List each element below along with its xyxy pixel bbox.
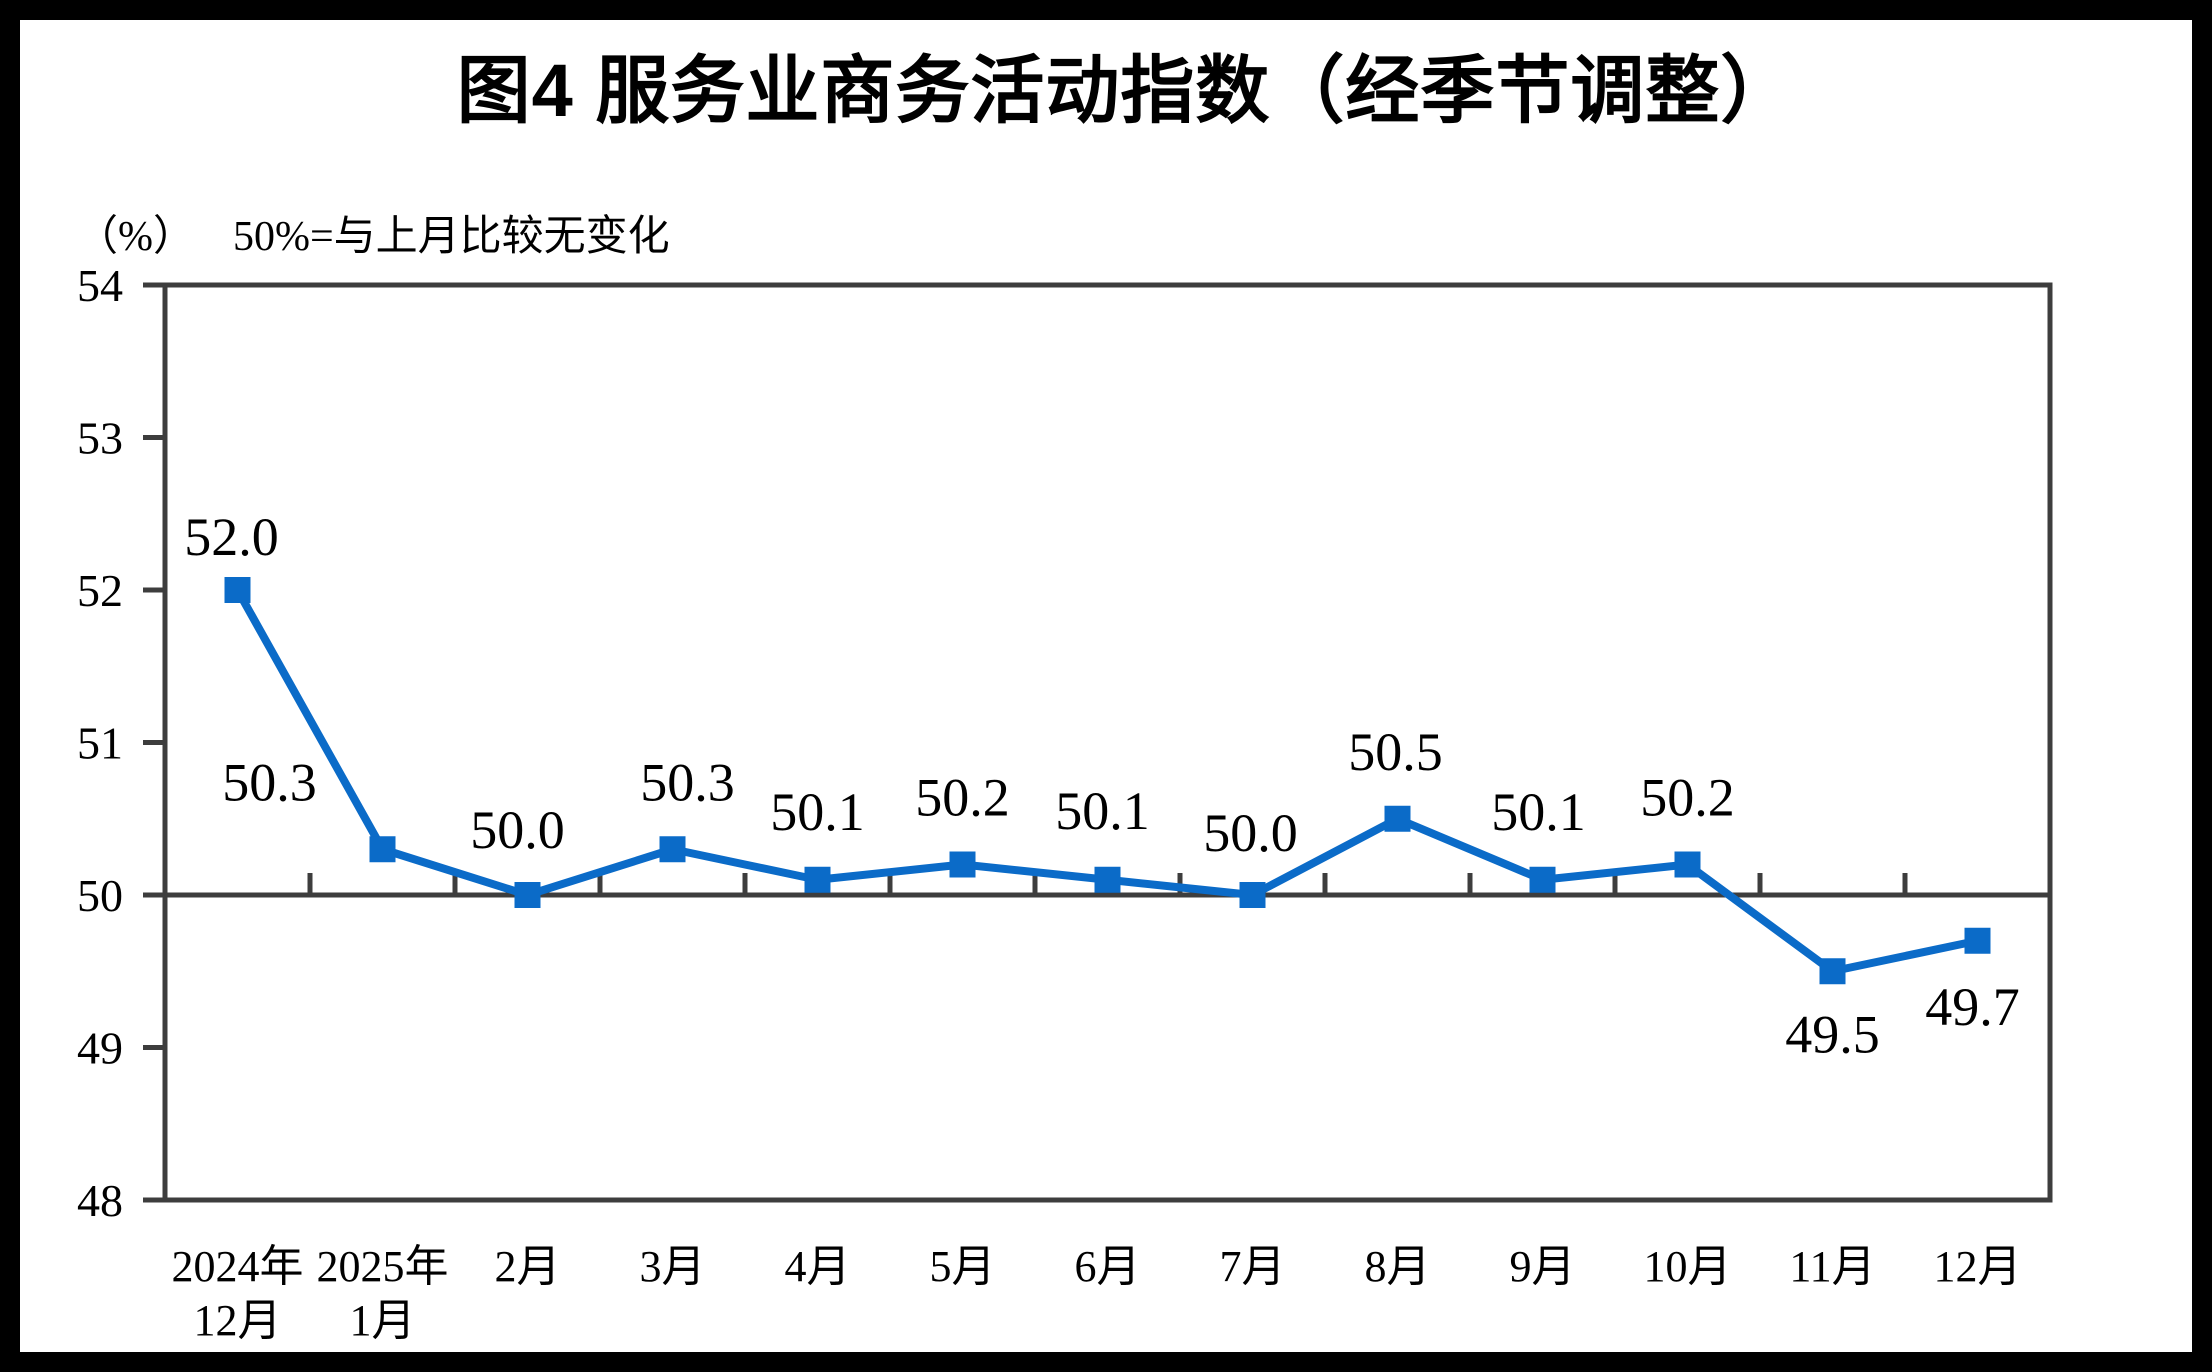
- data-label: 52.0: [184, 507, 279, 567]
- y-axis-tick-label: 54: [77, 260, 123, 311]
- data-point-marker: [369, 836, 396, 863]
- data-point-marker: [1674, 851, 1701, 878]
- data-label: 50.3: [640, 752, 735, 812]
- x-axis-tick-label: 12月: [194, 1296, 282, 1345]
- x-axis-tick-label: 4月: [785, 1242, 851, 1291]
- data-point-marker: [1964, 927, 1991, 954]
- x-axis-tick-label: 8月: [1365, 1242, 1431, 1291]
- data-point-marker: [1529, 866, 1556, 893]
- y-axis-tick-label: 48: [77, 1175, 123, 1226]
- x-axis-tick-label: 9月: [1510, 1242, 1576, 1291]
- data-label: 50.3: [222, 752, 317, 812]
- x-axis-tick-label: 2025年: [317, 1242, 449, 1291]
- y-axis-tick-label: 50: [77, 870, 123, 921]
- x-axis-tick-label: 10月: [1644, 1242, 1732, 1291]
- data-point-marker: [1094, 866, 1121, 893]
- x-axis-tick-label: 3月: [640, 1242, 706, 1291]
- plot-border: [162, 282, 2053, 1203]
- data-point-marker: [1384, 805, 1411, 832]
- x-axis-tick-label: 12月: [1934, 1242, 2022, 1291]
- data-label: 50.1: [1491, 782, 1586, 842]
- data-point-marker: [949, 851, 976, 878]
- x-axis-tick-label: 2月: [495, 1242, 561, 1291]
- chart-canvas: 图4 服务业商务活动指数（经季节调整） （%） 50%=与上月比较无变化: [20, 20, 2192, 1352]
- chart-title: 图4 服务业商务活动指数（经季节调整）: [456, 49, 1796, 132]
- x-axis-tick-label: 6月: [1075, 1242, 1141, 1291]
- data-label: 50.0: [470, 800, 565, 860]
- data-label: 50.2: [915, 768, 1010, 828]
- x-axis-tick-label: 11月: [1789, 1242, 1875, 1291]
- data-label: 50.1: [770, 782, 865, 842]
- data-label: 50.5: [1348, 722, 1443, 782]
- data-point-marker: [804, 866, 831, 893]
- data-label: 49.7: [1925, 977, 2020, 1037]
- data-label: 50.2: [1640, 768, 1735, 828]
- y-axis-tick-label: 52: [77, 565, 123, 616]
- x-axis-tick-label: 7月: [1220, 1242, 1286, 1291]
- data-point-marker: [224, 577, 251, 603]
- x-axis-tick-label: 1月: [350, 1296, 416, 1345]
- x-axis-tick-label: 2024年: [172, 1242, 304, 1291]
- reference-note: 50%=与上月比较无变化: [233, 214, 670, 260]
- y-axis-tick-label: 53: [77, 413, 123, 464]
- data-point-marker: [659, 836, 686, 863]
- y-axis-tick-label: 51: [77, 718, 123, 769]
- y-axis-tick-label: 49: [77, 1023, 123, 1074]
- data-label: 50.0: [1203, 803, 1298, 863]
- axis-note-row: （%） 50%=与上月比较无变化: [76, 202, 670, 263]
- data-point-marker: [1239, 882, 1266, 908]
- data-point-marker: [1819, 958, 1846, 985]
- x-axis-tick-label: 5月: [930, 1242, 996, 1291]
- data-label: 50.1: [1055, 781, 1150, 841]
- data-label: 49.5: [1785, 1004, 1880, 1064]
- data-point-marker: [514, 882, 541, 908]
- y-axis-unit-label: （%）: [76, 214, 195, 260]
